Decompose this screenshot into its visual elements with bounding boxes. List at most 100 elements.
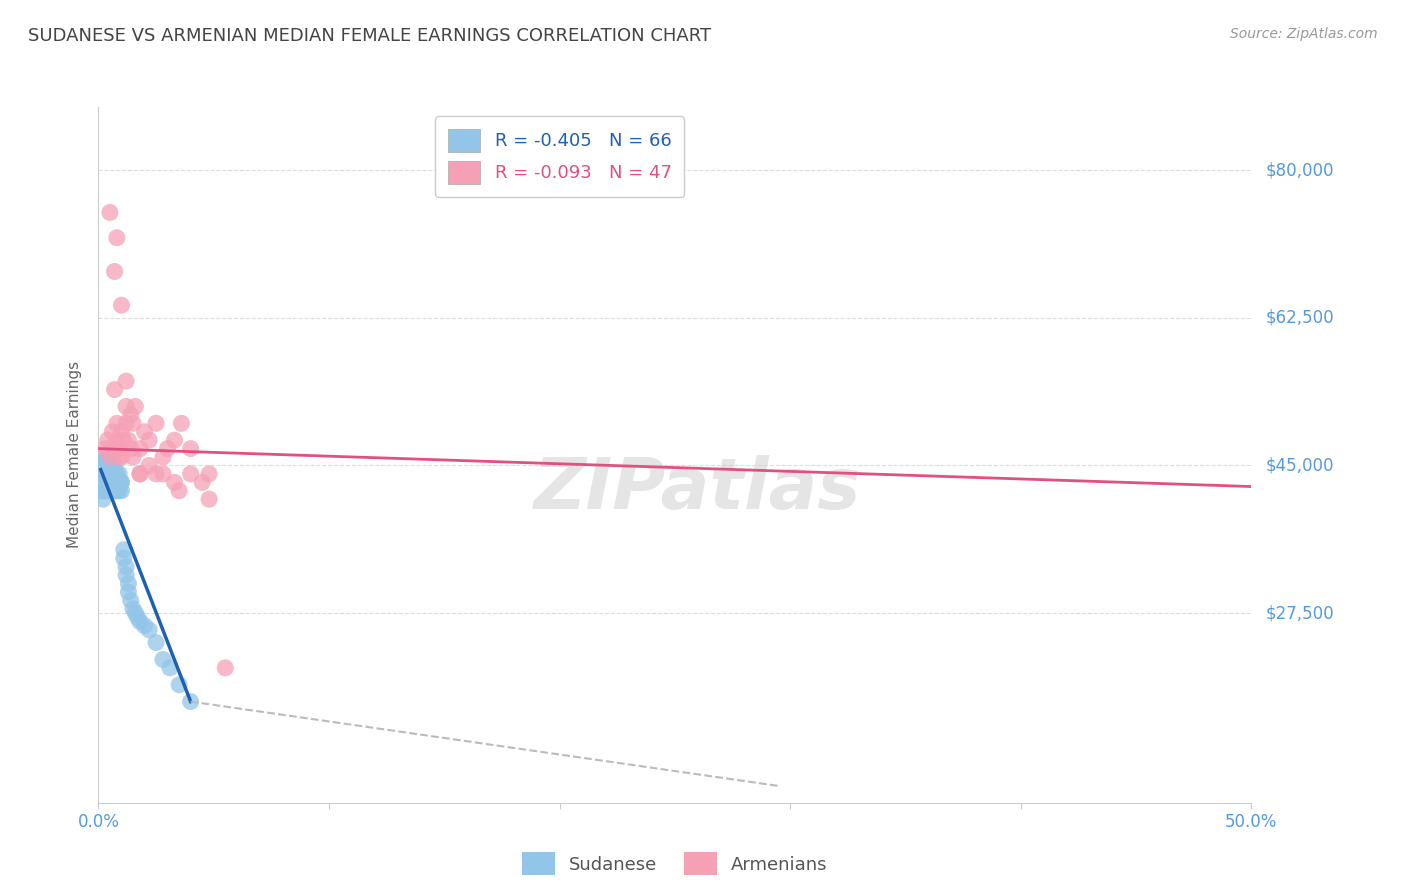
Point [108,467,131,481]
Point [180,442,202,456]
Point [97,467,120,481]
Point [91,450,114,464]
Point [122,602,145,616]
Point [91,471,114,485]
Point [103,264,125,278]
Point [198,467,221,481]
Point [90,475,112,490]
Point [101,475,124,490]
Point [120,408,142,422]
Point [94,454,117,468]
Point [124,400,146,414]
Point [91,492,114,507]
Point [122,417,145,431]
Point [134,618,156,632]
Point [103,475,125,490]
Text: $27,500: $27,500 [1265,604,1334,622]
Point [98,450,121,464]
Point [129,442,152,456]
Point [101,467,124,481]
Point [145,467,167,481]
Point [152,467,174,481]
Text: $45,000: $45,000 [1265,457,1334,475]
Point [138,623,160,637]
Point [138,458,160,473]
Point [134,425,156,439]
Point [105,475,128,490]
Point [115,400,138,414]
Point [103,458,125,473]
Point [129,615,152,629]
Point [170,417,193,431]
Point [138,433,160,447]
Point [214,661,236,675]
Point [94,475,117,490]
Point [94,442,117,456]
Point [105,231,128,245]
Point [145,417,167,431]
Point [105,433,128,447]
Point [105,483,128,498]
Text: $80,000: $80,000 [1265,161,1334,179]
Point [94,483,117,498]
Point [145,635,167,649]
Point [108,442,131,456]
Point [180,467,202,481]
Point [97,475,120,490]
Point [97,450,120,464]
Point [115,568,138,582]
Point [112,542,135,557]
Point [98,205,121,219]
Point [91,483,114,498]
Point [110,475,132,490]
Point [112,433,135,447]
Point [152,450,174,464]
Point [117,585,139,599]
Point [110,425,132,439]
Point [97,475,120,490]
Point [120,442,142,456]
Point [122,450,145,464]
Point [98,483,121,498]
Point [98,458,121,473]
Point [112,551,135,566]
Point [101,425,124,439]
Point [163,475,186,490]
Point [103,483,125,498]
Point [105,467,128,481]
Point [156,442,179,456]
Point [191,475,214,490]
Point [129,467,152,481]
Text: $62,500: $62,500 [1265,309,1334,326]
Point [98,467,121,481]
Legend: Sudanese, Armenians: Sudanese, Armenians [513,843,837,884]
Point [101,442,124,456]
Text: ZIPatlas: ZIPatlas [534,455,862,524]
Point [115,417,138,431]
Y-axis label: Median Female Earnings: Median Female Earnings [67,361,83,549]
Point [94,467,117,481]
Point [127,610,149,624]
Point [117,576,139,591]
Point [163,433,186,447]
Point [129,467,152,481]
Text: SUDANESE VS ARMENIAN MEDIAN FEMALE EARNINGS CORRELATION CHART: SUDANESE VS ARMENIAN MEDIAN FEMALE EARNI… [28,27,711,45]
Point [97,463,120,477]
Point [108,475,131,490]
Point [98,475,121,490]
Point [110,298,132,312]
Point [98,471,121,485]
Point [94,458,117,473]
Point [159,661,181,675]
Point [103,475,125,490]
Point [94,475,117,490]
Point [180,695,202,709]
Point [115,559,138,574]
Point [167,483,190,498]
Point [91,467,114,481]
Point [124,606,146,620]
Point [90,483,112,498]
Point [117,433,139,447]
Point [152,652,174,666]
Point [105,417,128,431]
